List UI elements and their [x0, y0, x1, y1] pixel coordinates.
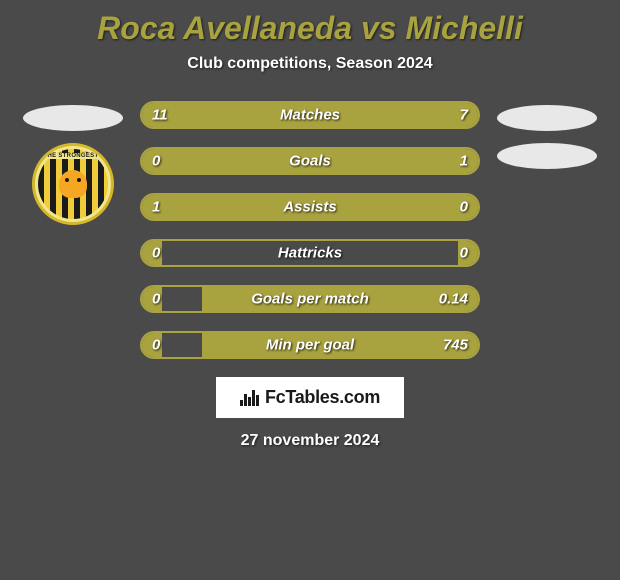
- brand-text: FcTables.com: [265, 387, 380, 408]
- club-badge-text: HE STRONGEST: [46, 153, 101, 159]
- club-badge-stripes: HE STRONGEST: [38, 149, 108, 219]
- stat-value-right: 0: [460, 245, 468, 262]
- stat-bar: Goals 0 1: [140, 147, 480, 175]
- stat-value-left: 0: [152, 291, 160, 308]
- stat-value-left: 1: [152, 199, 160, 216]
- page-subtitle: Club competitions, Season 2024: [0, 55, 620, 73]
- club-badge-left: HE STRONGEST: [32, 143, 114, 225]
- stat-fill-left: [142, 195, 418, 219]
- infographic-root: Roca Avellaneda vs Michelli Club competi…: [0, 0, 620, 450]
- right-player-col: [492, 101, 602, 169]
- bar-chart-icon: [240, 390, 259, 406]
- club-badge-placeholder-right: [497, 143, 597, 169]
- stat-value-left: 11: [152, 107, 168, 124]
- stat-fill-right: [418, 195, 478, 219]
- stat-value-left: 0: [152, 245, 160, 262]
- footer: FcTables.com 27 november 2024: [0, 377, 620, 450]
- tiger-icon: [59, 170, 87, 198]
- stat-value-right: 1: [460, 153, 468, 170]
- stat-bar: Goals per match 0 0.14: [140, 285, 480, 313]
- stat-label: Goals per match: [251, 291, 369, 308]
- date-text: 27 november 2024: [241, 432, 380, 450]
- stat-fill-right: [347, 103, 478, 127]
- stat-label: Goals: [289, 153, 331, 170]
- stat-label: Assists: [283, 199, 336, 216]
- stat-label: Hattricks: [278, 245, 342, 262]
- stat-value-right: 0.14: [439, 291, 468, 308]
- stats-bars-column: Matches117Goals01Assists10Hattricks00Goa…: [140, 101, 480, 359]
- stat-bar: Hattricks 0 0: [140, 239, 480, 267]
- stat-bar: Matches 11 7: [140, 101, 480, 129]
- brand-box: FcTables.com: [216, 377, 404, 418]
- stat-value-right: 745: [443, 337, 468, 354]
- stat-value-left: 0: [152, 153, 160, 170]
- player-photo-placeholder-left: [23, 105, 123, 131]
- stat-label: Min per goal: [266, 337, 354, 354]
- stat-value-left: 0: [152, 337, 160, 354]
- stat-bar: Min per goal 0 745: [140, 331, 480, 359]
- content-row: HE STRONGEST Matches117Goals01Assists10H…: [0, 101, 620, 359]
- stat-value-right: 7: [460, 107, 468, 124]
- player-photo-placeholder-right: [497, 105, 597, 131]
- left-player-col: HE STRONGEST: [18, 101, 128, 225]
- stat-fill-right: [202, 149, 478, 173]
- stat-value-right: 0: [460, 199, 468, 216]
- stat-bar: Assists 1 0: [140, 193, 480, 221]
- page-title: Roca Avellaneda vs Michelli: [0, 10, 620, 47]
- stat-label: Matches: [280, 107, 340, 124]
